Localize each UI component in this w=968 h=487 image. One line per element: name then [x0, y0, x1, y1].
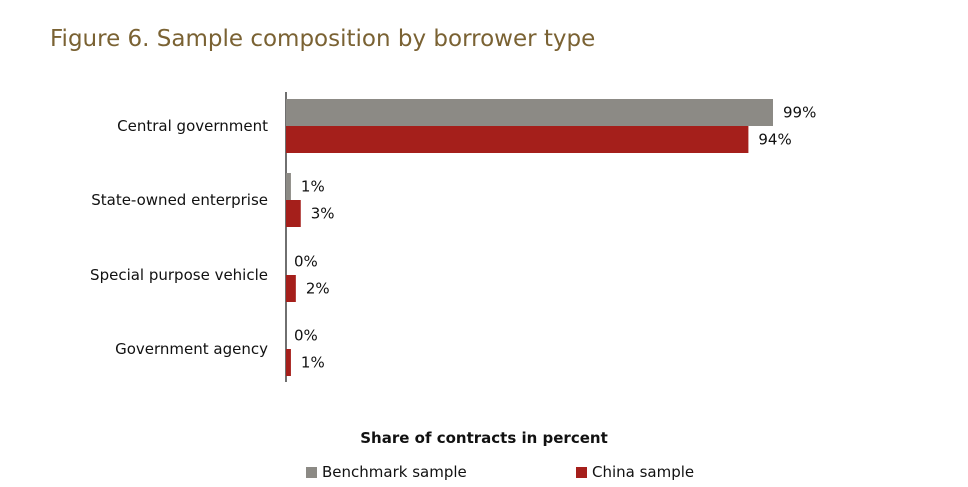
x-axis-title: Share of contracts in percent [360, 429, 608, 447]
category-label-special-purpose-vehicle: Special purpose vehicle [90, 266, 268, 284]
legend-swatch-china [576, 466, 587, 478]
legend-swatch-benchmark [306, 466, 317, 478]
legend-item-benchmark: Benchmark sample [306, 463, 467, 481]
value-label-benchmark-central-government: 99% [783, 104, 816, 122]
category-label-state-owned-enterprise: State-owned enterprise [91, 191, 268, 209]
value-label-china-government-agency: 1% [301, 354, 325, 372]
bar-chart: Central government 99% 94% State-owned ente… [90, 92, 816, 382]
value-label-benchmark-state-owned-enterprise: 1% [301, 178, 325, 196]
legend-item-china: China sample [576, 463, 694, 481]
chart-title: Figure 6. Sample composition by borrower… [50, 26, 596, 52]
bar-china-central-government [286, 126, 749, 153]
legend-label-benchmark: Benchmark sample [322, 463, 467, 481]
bar-china-special-purpose-vehicle [286, 275, 296, 302]
value-label-china-state-owned-enterprise: 3% [311, 205, 335, 223]
legend-label-china: China sample [592, 463, 695, 481]
value-label-china-central-government: 94% [758, 131, 791, 149]
bar-china-government-agency [286, 349, 291, 376]
category-label-central-government: Central government [117, 117, 268, 135]
category-label-government-agency: Government agency [115, 340, 268, 358]
value-label-benchmark-special-purpose-vehicle: 0% [294, 253, 318, 271]
value-label-benchmark-government-agency: 0% [294, 327, 318, 345]
bar-benchmark-state-owned-enterprise [286, 173, 291, 200]
bar-china-state-owned-enterprise [286, 200, 301, 227]
bar-benchmark-central-government [286, 99, 773, 126]
value-label-china-special-purpose-vehicle: 2% [306, 280, 330, 298]
